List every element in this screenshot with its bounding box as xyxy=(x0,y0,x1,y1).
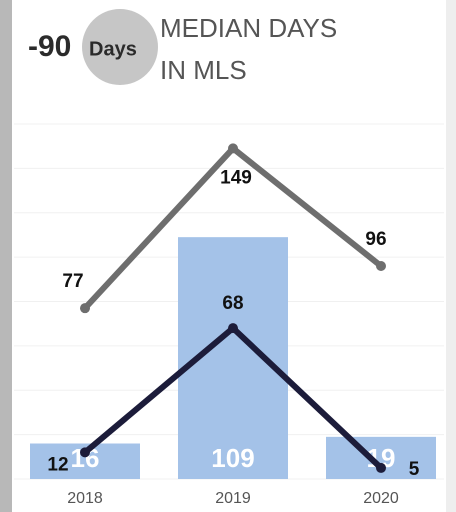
chart-title: MEDIAN DAYS xyxy=(160,13,337,43)
kpi-circle xyxy=(82,9,158,85)
line-point xyxy=(80,447,90,458)
bar-value-label: 109 xyxy=(211,443,254,473)
chart-title: IN MLS xyxy=(160,55,247,85)
line-value-label: 12 xyxy=(47,454,68,475)
x-tick-label: 2018 xyxy=(67,490,103,507)
kpi-value: -90 xyxy=(28,30,71,63)
line-point xyxy=(80,303,90,314)
line-point xyxy=(228,323,238,334)
line-value-label: 96 xyxy=(365,229,386,250)
line-point xyxy=(228,143,238,154)
line-point xyxy=(376,261,386,271)
x-tick-label: 2019 xyxy=(215,490,251,507)
left-frame xyxy=(0,0,12,512)
line-value-label: 77 xyxy=(62,271,83,292)
line-point xyxy=(376,462,386,473)
line-value-label: 5 xyxy=(409,459,420,480)
line-value-label: 68 xyxy=(222,293,243,314)
kpi-unit: Days xyxy=(89,38,137,60)
right-shadow xyxy=(446,0,456,512)
line-value-label: 149 xyxy=(220,167,252,188)
x-tick-label: 2020 xyxy=(363,490,399,507)
